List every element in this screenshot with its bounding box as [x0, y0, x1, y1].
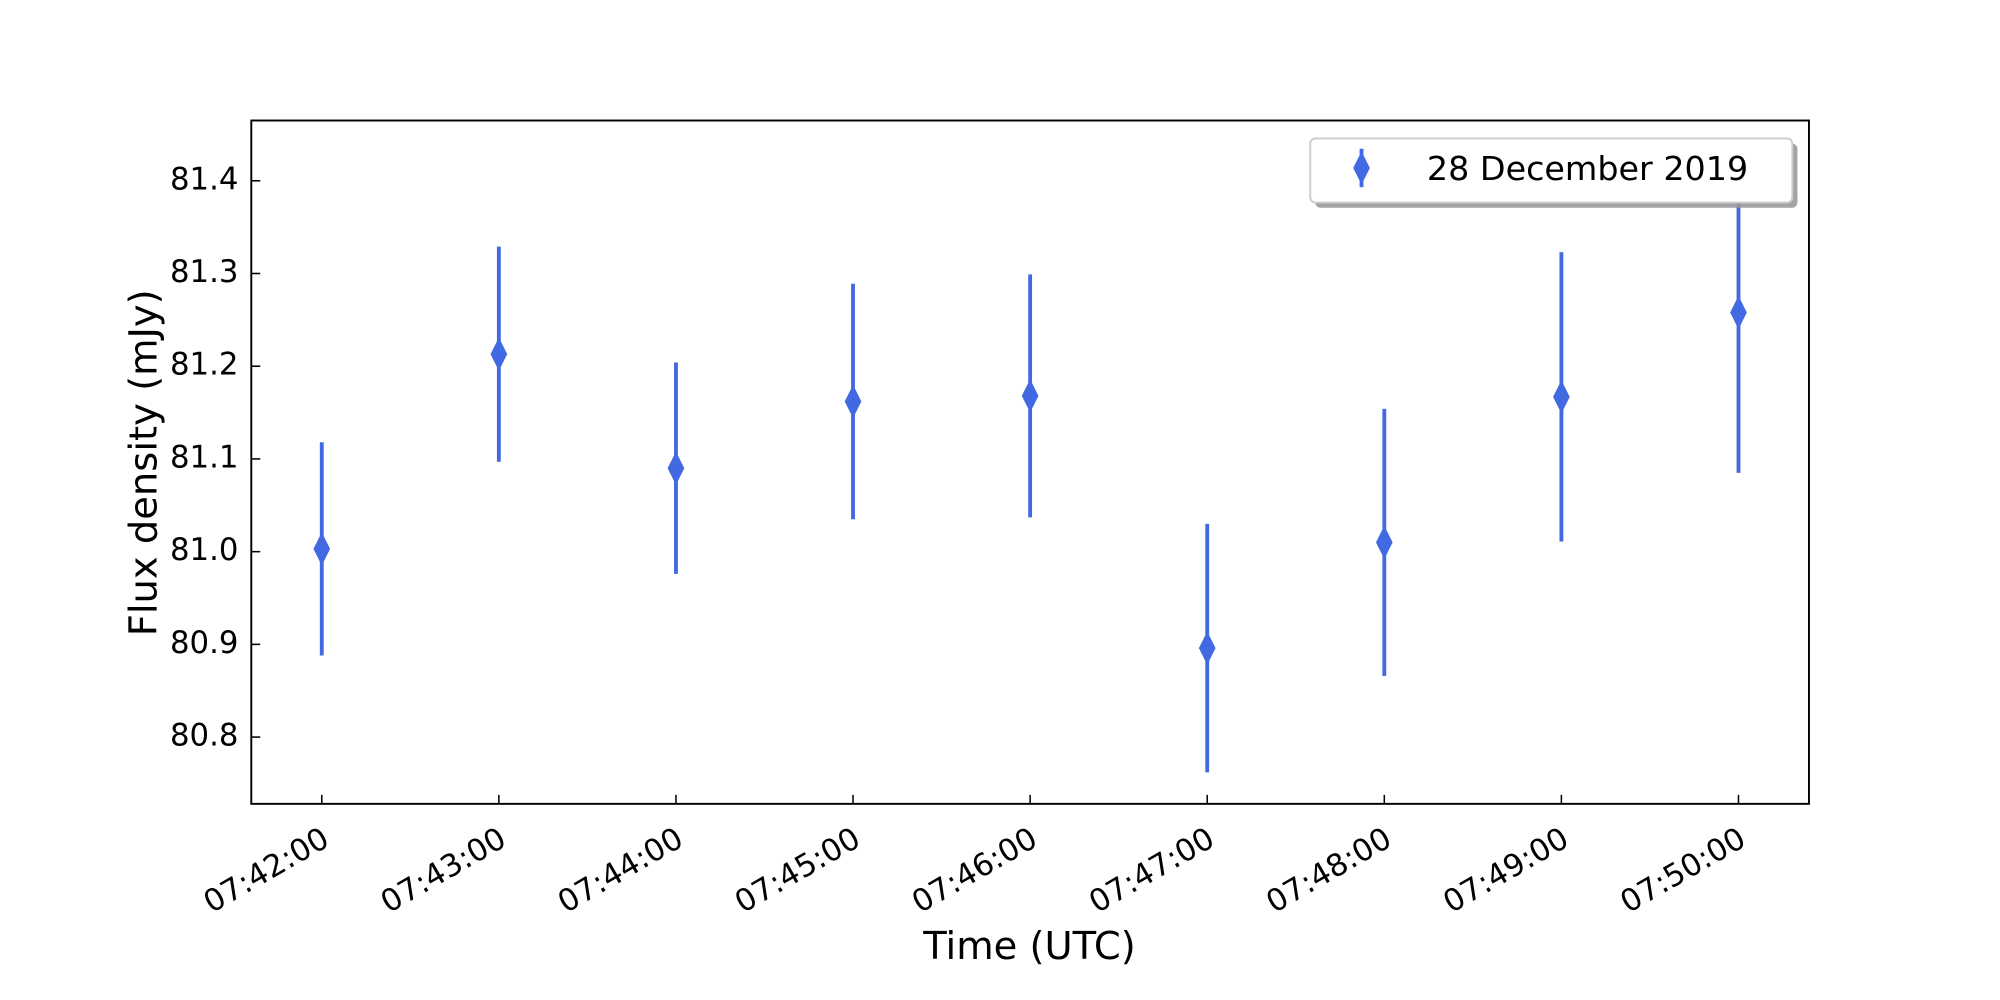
y-tick-label: 81.3: [170, 254, 238, 290]
y-tick-label: 80.9: [170, 625, 238, 661]
y-tick-label: 81.4: [170, 161, 238, 197]
legend: 28 December 2019: [1309, 137, 1798, 208]
y-tick-label: 81.2: [170, 347, 238, 383]
legend-label: 28 December 2019: [1427, 149, 1748, 188]
plot-area: [313, 152, 1747, 773]
y-tick-label: 81.0: [170, 532, 238, 568]
legend-marker: [1353, 151, 1370, 185]
data-point: [844, 384, 862, 419]
y-tick-label: 81.1: [170, 439, 238, 475]
y-tick-label: 80.8: [170, 718, 238, 754]
y-axis-label: Flux density (mJy): [122, 289, 167, 636]
x-axis-label: Time (UTC): [922, 924, 1136, 969]
legend-box: [1309, 137, 1794, 204]
data-point: [667, 451, 685, 485]
data-point: [313, 532, 331, 566]
data-point: [1553, 380, 1570, 414]
data-point: [490, 337, 508, 371]
data-point: [1730, 295, 1747, 330]
